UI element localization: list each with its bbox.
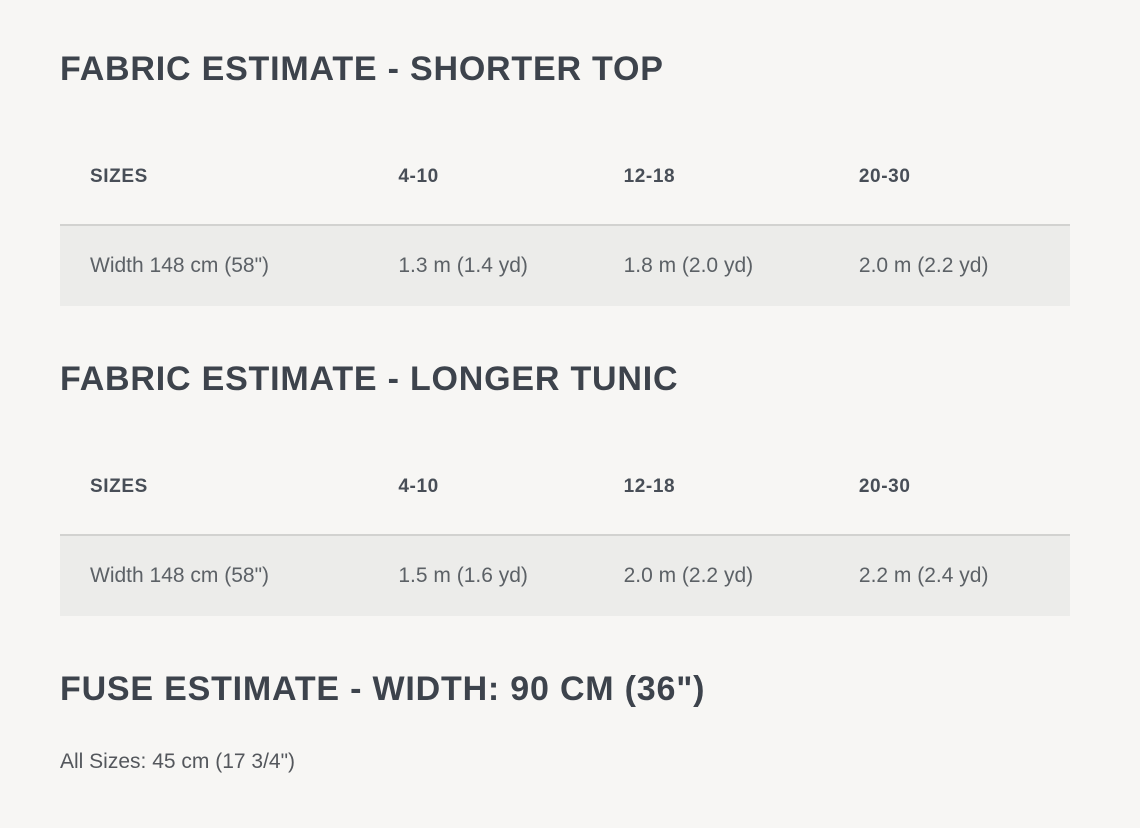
column-header-size-12-18: 12-18	[623, 88, 859, 226]
table-header-row: SIZES 4-10 12-18 20-30	[60, 88, 1070, 226]
section-title-longer-tunic: FABRIC ESTIMATE - LONGER TUNIC	[60, 360, 679, 398]
cell-yardage-12-18: 2.0 m (2.2 yd)	[623, 535, 859, 616]
section-title-shorter-top: FABRIC ESTIMATE - SHORTER TOP	[60, 50, 664, 88]
column-header-size-4-10: 4-10	[398, 88, 624, 226]
cell-yardage-20-30: 2.2 m (2.4 yd)	[858, 535, 1070, 616]
column-header-sizes: SIZES	[60, 398, 399, 536]
section-title-fuse-estimate: FUSE ESTIMATE - WIDTH: 90 CM (36")	[60, 670, 706, 708]
column-header-size-12-18: 12-18	[623, 398, 859, 536]
column-header-sizes: SIZES	[60, 88, 399, 226]
cell-yardage-4-10: 1.3 m (1.4 yd)	[398, 225, 624, 306]
cell-yardage-4-10: 1.5 m (1.6 yd)	[398, 535, 624, 616]
section-fabric-estimate-shorter-top: FABRIC ESTIMATE - SHORTER TOP SIZES 4-10…	[60, 50, 1070, 306]
column-header-size-4-10: 4-10	[398, 398, 624, 536]
table-row-fabric-width: Width 148 cm (58") 1.3 m (1.4 yd) 1.8 m …	[60, 225, 1070, 306]
table-row-fabric-width: Width 148 cm (58") 1.5 m (1.6 yd) 2.0 m …	[60, 535, 1070, 616]
fabric-table-longer-tunic: SIZES 4-10 12-18 20-30 Width 148 cm (58"…	[60, 398, 1070, 616]
column-header-size-20-30: 20-30	[858, 88, 1070, 226]
section-fuse-estimate: FUSE ESTIMATE - WIDTH: 90 CM (36") All S…	[60, 670, 1070, 774]
table-header-row: SIZES 4-10 12-18 20-30	[60, 398, 1070, 536]
cell-fabric-width: Width 148 cm (58")	[60, 225, 399, 306]
cell-yardage-20-30: 2.0 m (2.2 yd)	[858, 225, 1070, 306]
section-fabric-estimate-longer-tunic: FABRIC ESTIMATE - LONGER TUNIC SIZES 4-1…	[60, 360, 1070, 616]
fabric-table-shorter-top: SIZES 4-10 12-18 20-30 Width 148 cm (58"…	[60, 88, 1070, 306]
cell-fabric-width: Width 148 cm (58")	[60, 535, 399, 616]
column-header-size-20-30: 20-30	[858, 398, 1070, 536]
fuse-estimate-all-sizes-note: All Sizes: 45 cm (17 3/4")	[60, 750, 296, 773]
cell-yardage-12-18: 1.8 m (2.0 yd)	[623, 225, 859, 306]
